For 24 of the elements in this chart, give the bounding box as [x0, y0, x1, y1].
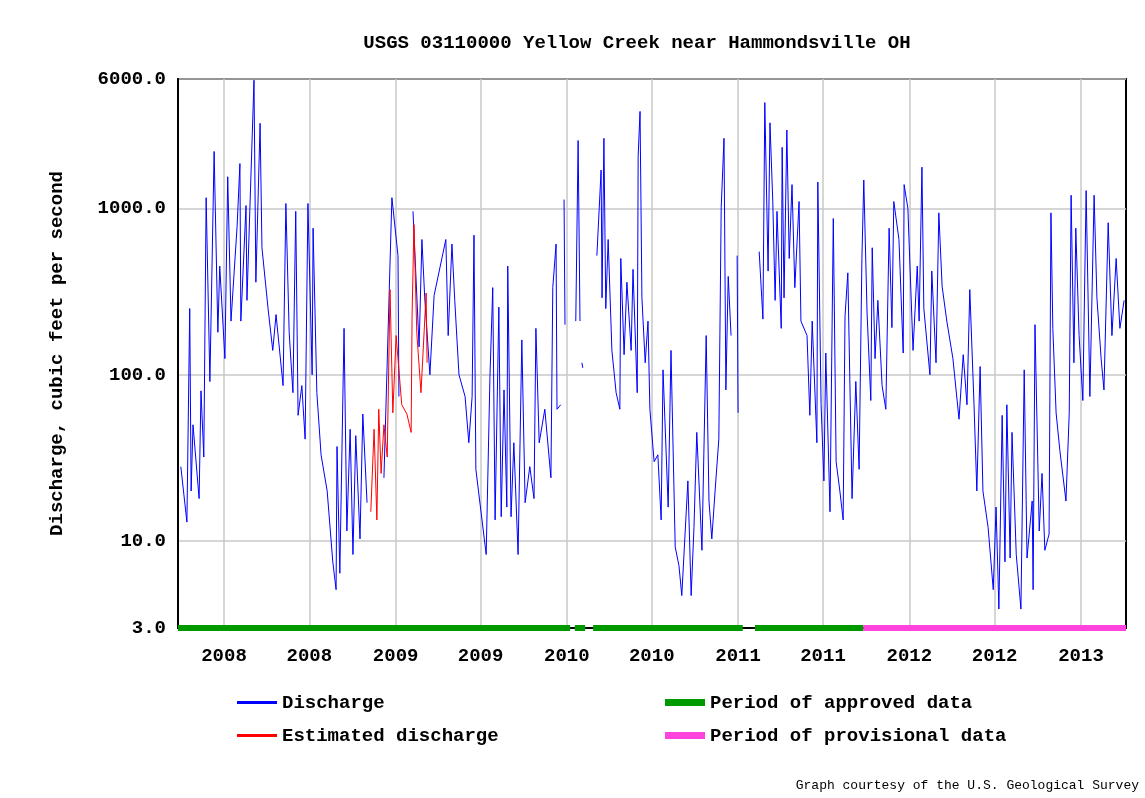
line-series: [370, 224, 428, 521]
y-axis-title: Discharge, cubic feet per second: [45, 171, 68, 536]
legend-label: Discharge: [282, 691, 385, 714]
chart-title: USGS 03110000 Yellow Creek near Hammondsville OH: [363, 31, 911, 54]
text: Graph courtesy of the U.S. Geological Survey: [795, 778, 1140, 793]
x-tick-label: 2010: [544, 644, 590, 667]
x-tick-label: 2011: [715, 644, 761, 667]
y-tick-label: 100.0: [108, 363, 166, 386]
x-tick-label: 2011: [800, 644, 846, 667]
x-tick-label: 2012: [886, 644, 933, 667]
y-tick-label: 3.0: [131, 617, 166, 639]
legend-label: Estimated discharge: [282, 724, 499, 747]
x-tick-label: 2010: [628, 644, 675, 667]
x-tick-label: 2009: [457, 644, 504, 667]
legend-label: Period of provisional data: [710, 724, 1007, 747]
x-tick-label: 2013: [1058, 644, 1104, 667]
y-tick-label: 1000.0: [97, 197, 166, 220]
x-tick-label: 2008: [286, 644, 333, 667]
legend-label: Period of approved data: [710, 691, 973, 714]
x-tick-label: 2008: [201, 644, 247, 667]
x-tick-label: 2009: [372, 644, 419, 667]
y-tick-label: 6000.0: [97, 68, 166, 90]
x-tick-label: 2012: [971, 644, 1018, 667]
y-tick-label: 10.0: [120, 530, 166, 553]
